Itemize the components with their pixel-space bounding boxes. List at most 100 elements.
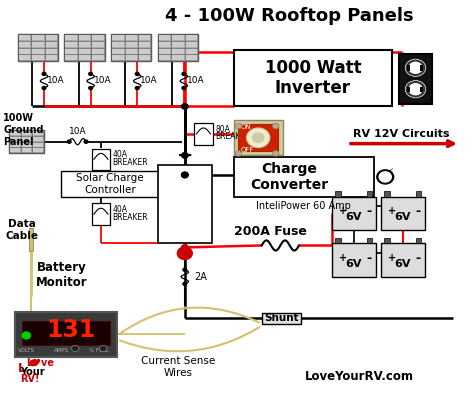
Bar (79, 35, 91, 40)
Text: +: + (339, 206, 347, 216)
Bar (185, 35, 197, 40)
Bar (172, 42, 183, 47)
Bar (185, 42, 197, 47)
Circle shape (100, 345, 107, 352)
Text: OFF: OFF (241, 147, 254, 152)
Circle shape (377, 170, 393, 184)
Bar (399, 53, 432, 105)
Bar (65, 42, 77, 47)
Text: 10A: 10A (47, 77, 64, 85)
Text: 2A: 2A (195, 272, 208, 282)
Bar (64, 35, 105, 61)
Bar (65, 35, 77, 40)
Bar (19, 55, 30, 60)
Text: VOLTS: VOLTS (18, 348, 35, 353)
Bar (46, 42, 57, 47)
Circle shape (177, 247, 192, 259)
Bar (79, 42, 91, 47)
Circle shape (89, 72, 92, 75)
Bar (92, 35, 104, 40)
Bar (407, 66, 410, 71)
Text: +: + (339, 253, 347, 263)
Bar (336, 239, 341, 244)
Bar (21, 136, 31, 141)
Bar (159, 48, 170, 53)
Bar (139, 48, 150, 53)
Bar (234, 157, 374, 196)
Bar (19, 35, 30, 40)
Circle shape (246, 128, 270, 147)
Bar (234, 50, 392, 107)
Circle shape (183, 268, 187, 271)
Bar (32, 55, 44, 60)
Bar (112, 42, 124, 47)
Circle shape (42, 72, 46, 75)
Text: L♥ve: L♥ve (27, 358, 55, 368)
Circle shape (409, 84, 422, 95)
Circle shape (405, 81, 426, 98)
Text: 80A: 80A (215, 125, 230, 134)
Bar (10, 136, 19, 141)
Bar (407, 87, 410, 92)
Bar (332, 196, 376, 230)
Circle shape (253, 133, 264, 142)
Text: Charge
Converter: Charge Converter (251, 162, 329, 192)
Bar (139, 55, 150, 60)
Bar (33, 130, 43, 135)
Text: Battery
Monitor: Battery Monitor (36, 261, 87, 289)
Text: BREAKER: BREAKER (112, 213, 148, 222)
Bar (238, 124, 278, 151)
Text: +: + (180, 247, 190, 260)
Bar (21, 148, 31, 152)
Text: ⚡: ⚡ (381, 168, 394, 186)
Circle shape (273, 123, 279, 129)
Text: 6V: 6V (346, 259, 362, 269)
Bar (65, 55, 77, 60)
Circle shape (72, 345, 79, 352)
Bar (92, 55, 104, 60)
Text: -: - (366, 252, 371, 264)
Bar (336, 191, 341, 196)
Bar (172, 48, 183, 53)
Bar (234, 120, 283, 155)
Bar (420, 66, 423, 71)
Bar (381, 196, 425, 230)
Bar (126, 55, 137, 60)
Text: 10A: 10A (187, 77, 204, 85)
Bar (33, 148, 43, 152)
Bar (185, 48, 197, 53)
Bar (10, 142, 19, 147)
Circle shape (235, 123, 242, 129)
Text: −: − (177, 146, 193, 165)
Text: 40A: 40A (112, 205, 128, 214)
Bar (46, 55, 57, 60)
Bar (19, 48, 30, 53)
Bar (384, 239, 390, 244)
Bar (126, 48, 137, 53)
Bar (159, 55, 170, 60)
Text: ON: ON (241, 124, 251, 130)
Bar (19, 42, 30, 47)
Bar (18, 35, 58, 61)
Text: 6V: 6V (346, 212, 362, 222)
Text: 4 - 100W Rooftop Panels: 4 - 100W Rooftop Panels (165, 7, 414, 26)
Bar (9, 130, 44, 153)
Circle shape (22, 332, 30, 339)
Circle shape (409, 62, 422, 73)
Circle shape (405, 59, 426, 76)
Text: Data
Cable: Data Cable (5, 219, 38, 241)
Circle shape (182, 245, 188, 250)
Bar (15, 312, 117, 357)
Text: 100W
Ground
Panel: 100W Ground Panel (3, 113, 44, 147)
Bar (32, 48, 44, 53)
Circle shape (30, 360, 36, 365)
Bar (46, 35, 57, 40)
Text: RV 12V Circuits: RV 12V Circuits (353, 129, 449, 139)
Bar (92, 48, 104, 53)
Bar (112, 35, 124, 40)
Text: +: + (388, 253, 396, 263)
Bar (21, 130, 31, 135)
Bar (32, 42, 44, 47)
Text: Shunt: Shunt (264, 313, 299, 323)
Bar (158, 165, 211, 244)
